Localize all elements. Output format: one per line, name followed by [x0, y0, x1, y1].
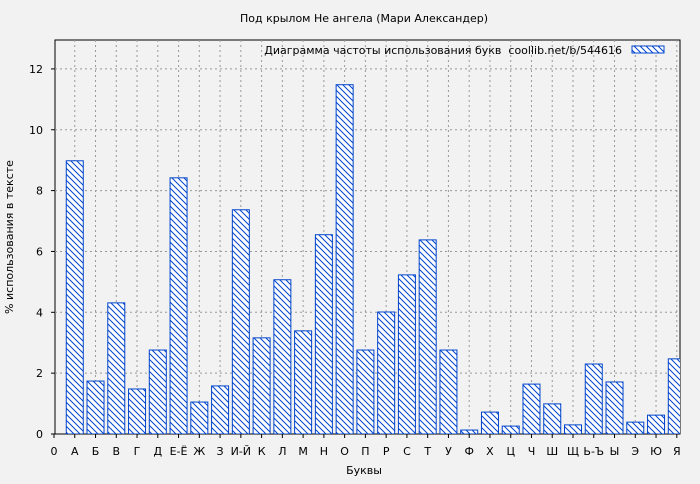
x-tick-label: И-Й	[231, 445, 251, 458]
y-tick-label: 8	[36, 185, 43, 198]
x-tick-label: Я	[673, 445, 681, 458]
x-tick-label: З	[217, 445, 224, 458]
x-tick-label: Л	[278, 445, 286, 458]
bar-Н	[314, 234, 333, 434]
grid	[55, 40, 680, 434]
x-tick-label: Ч	[528, 445, 536, 458]
bar-Б	[86, 380, 105, 434]
y-tick-label: 10	[29, 124, 43, 137]
x-tick-label: Е-Ё	[170, 445, 188, 458]
legend: Диаграмма частоты использования букв coo…	[264, 44, 665, 57]
x-tick-label: В	[113, 445, 121, 458]
x-tick-label: Г	[134, 445, 141, 458]
x-tick-label: У	[445, 445, 452, 458]
y-tick-label: 0	[36, 428, 43, 441]
bar-Ш	[543, 403, 562, 434]
bar-Л	[273, 279, 292, 434]
x-tick-label: Н	[320, 445, 328, 458]
bar-С	[397, 274, 416, 434]
x-tick-label: Р	[383, 445, 390, 458]
x-tick-label: Т	[423, 445, 431, 458]
y-tick-label: 4	[36, 306, 43, 319]
x-tick-label: М	[298, 445, 308, 458]
bar-З	[211, 385, 230, 434]
x-tick-label: Ь-Ъ	[583, 445, 604, 458]
bar-Т	[418, 239, 437, 434]
x-tick-label: Ж	[193, 445, 205, 458]
y-tick-label: 6	[36, 245, 43, 258]
bar-Д	[148, 349, 167, 434]
bar-О	[335, 84, 354, 434]
legend-label: Диаграмма частоты использования букв coo…	[264, 44, 622, 57]
x-tick-label: К	[258, 445, 266, 458]
bar-Я	[667, 358, 680, 434]
bar-Г	[128, 388, 147, 434]
bar-Ц	[501, 425, 520, 434]
x-tick-label: Б	[92, 445, 100, 458]
bar-Ы	[605, 381, 624, 434]
x-tick-label: А	[71, 445, 79, 458]
y-axis-label: % использования в тексте	[3, 160, 16, 314]
y-tick-label: 12	[29, 63, 43, 76]
bar-А	[65, 160, 84, 434]
x-tick-label: Э	[631, 445, 639, 458]
bar-Р	[377, 311, 396, 434]
x-tick-label: Щ	[567, 445, 579, 458]
legend-swatch	[631, 45, 665, 54]
bar-Х	[480, 411, 499, 434]
x-tick-label: 0	[51, 445, 58, 458]
x-tick-label: Ю	[650, 445, 662, 458]
x-tick-label: Ц	[506, 445, 515, 458]
bar-К	[252, 337, 271, 434]
bar-У	[439, 349, 458, 434]
x-tick-label: С	[403, 445, 411, 458]
bar-Щ	[564, 424, 582, 434]
bar-Ь-Ъ	[584, 363, 603, 434]
bar-Е-Ё	[169, 177, 188, 434]
bar-Ж	[190, 401, 209, 434]
bar-В	[107, 302, 126, 434]
bar-Ч	[522, 383, 541, 434]
y-tick-label: 2	[36, 367, 43, 380]
x-tick-label: О	[340, 445, 349, 458]
bar-П	[356, 349, 375, 434]
bar-И-Й	[231, 209, 250, 434]
bar-Ю	[647, 414, 666, 434]
x-tick-label: Ш	[546, 445, 558, 458]
bars	[65, 84, 680, 434]
chart-title: Под крылом Не ангела (Мари Александер)	[240, 12, 488, 25]
x-tick-label: Д	[154, 445, 163, 458]
x-axis-label: Буквы	[346, 464, 382, 477]
bar-Э	[626, 421, 645, 434]
bar-М	[294, 330, 313, 434]
bar-Ф	[460, 429, 479, 434]
x-tick-label: Х	[486, 445, 494, 458]
x-tick-label: Ы	[610, 445, 620, 458]
x-tick-label: П	[361, 445, 369, 458]
x-tick-label: Ф	[464, 445, 473, 458]
